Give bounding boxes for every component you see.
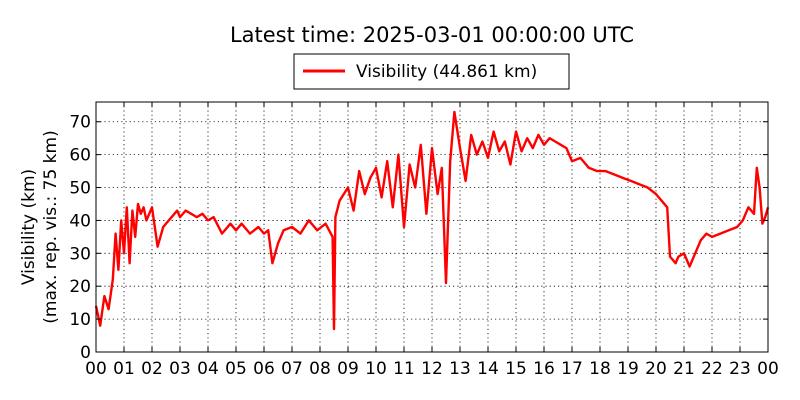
x-tick-label: 18 <box>589 359 611 379</box>
x-tick-label: 15 <box>505 359 527 379</box>
x-tick-label: 11 <box>393 359 415 379</box>
x-tick-label: 03 <box>169 359 191 379</box>
y-axis-label: Visibility (km) <box>19 169 39 285</box>
x-tick-label: 01 <box>113 359 135 379</box>
x-tick-label: 12 <box>421 359 443 379</box>
series-layer <box>94 110 770 331</box>
x-tick-label: 08 <box>309 359 331 379</box>
y-tick-label: 50 <box>69 179 91 199</box>
x-tick-label: 00 <box>757 359 779 379</box>
x-tick-label: 06 <box>253 359 275 379</box>
y-tick-label: 30 <box>69 244 91 264</box>
x-tick-label: 17 <box>561 359 583 379</box>
y-tick-label: 10 <box>69 310 91 330</box>
y-tick-label: 60 <box>69 146 91 166</box>
x-tick-label: 09 <box>337 359 359 379</box>
x-tick-label: 20 <box>645 359 667 379</box>
y-axis-ticks: 0 10 20 30 40 50 60 70 <box>69 113 768 363</box>
x-tick-label: 22 <box>701 359 723 379</box>
x-tick-label: 00 <box>85 359 107 379</box>
legend-label: Visibility (44.861 km) <box>356 62 537 82</box>
x-tick-label: 07 <box>281 359 303 379</box>
x-tick-label: 05 <box>225 359 247 379</box>
x-tick-label: 16 <box>533 359 555 379</box>
x-tick-label: 14 <box>477 359 499 379</box>
visibility-series-line <box>94 110 770 331</box>
chart-title: Latest time: 2025-03-01 00:00:00 UTC <box>230 23 634 47</box>
x-tick-label: 13 <box>449 359 471 379</box>
x-tick-label: 10 <box>365 359 387 379</box>
x-tick-label: 19 <box>617 359 639 379</box>
y-axis-label-secondary: (max. rep. vis.: 75 km) <box>41 130 61 323</box>
x-tick-label: 23 <box>729 359 751 379</box>
y-tick-label: 20 <box>69 277 91 297</box>
x-tick-label: 21 <box>673 359 695 379</box>
y-tick-label: 70 <box>69 113 91 133</box>
y-tick-label: 40 <box>69 211 91 231</box>
x-axis-ticks: 00 01 02 03 04 05 06 07 08 09 10 11 12 13 14 15 16 17 18 19… <box>85 102 779 379</box>
x-tick-label: 02 <box>141 359 163 379</box>
x-tick-label: 04 <box>197 359 219 379</box>
legend: Visibility (44.861 km) <box>293 53 570 90</box>
y-tick-label: 0 <box>80 343 91 363</box>
